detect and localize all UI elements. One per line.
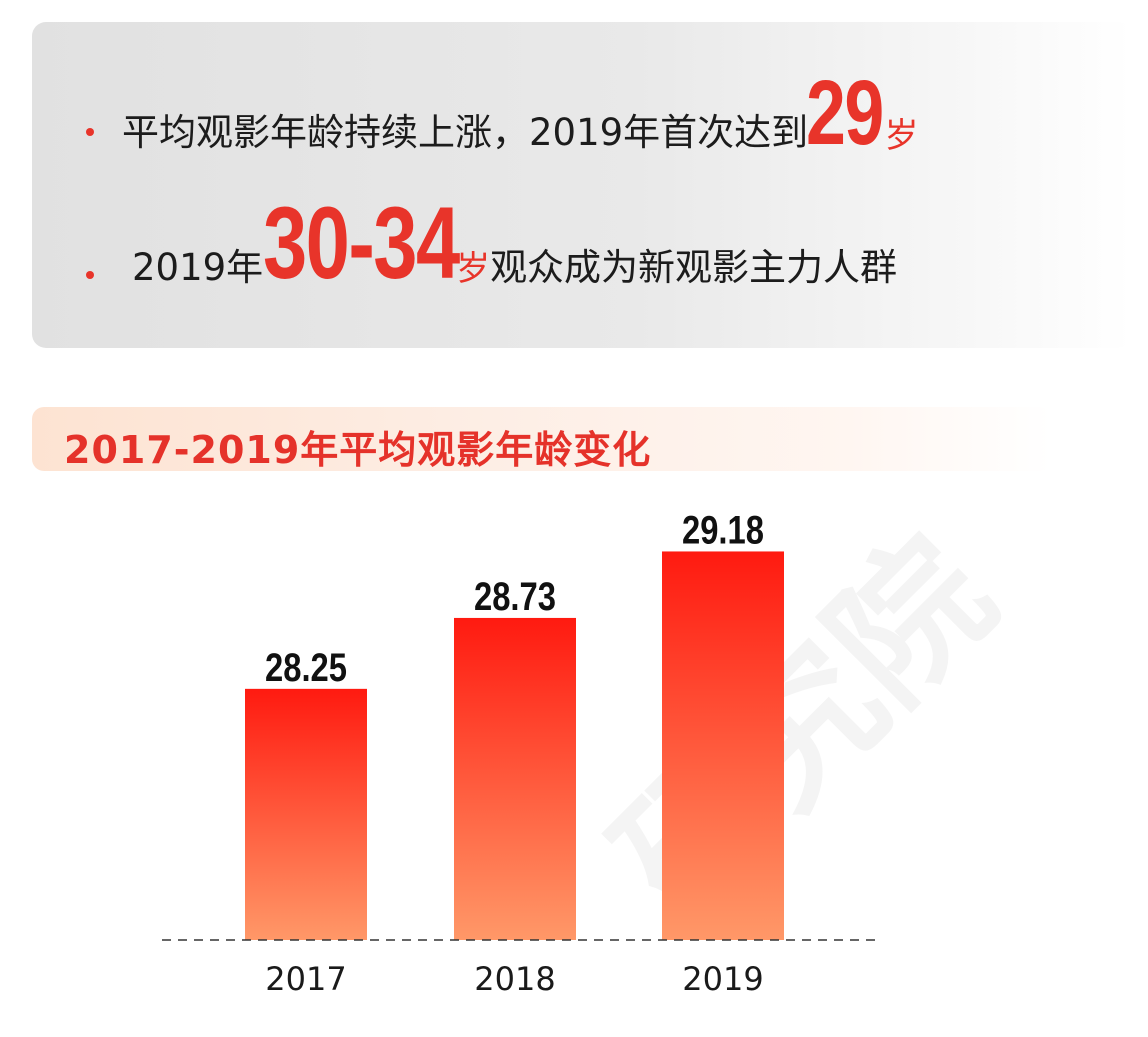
summary-line-1-text: 平均观影年龄持续上涨，2019年首次达到 xyxy=(122,111,809,155)
section-heading-bar: 2017-2019年平均观影年龄变化 xyxy=(32,407,1052,472)
summary-panel: 平均观影年龄持续上涨，2019年首次达到 29 岁 2019年 30-34 岁 … xyxy=(32,22,1132,348)
summary-line-2-prefix: 2019年 xyxy=(132,245,264,289)
x-tick-label-2019: 2019 xyxy=(682,960,763,998)
summary-line-1-unit: 岁 xyxy=(884,116,919,157)
summary-line-1: 平均观影年龄持续上涨，2019年首次达到 29 岁 xyxy=(122,62,1148,164)
summary-line-1-number: 29 xyxy=(806,62,884,164)
bar-2019 xyxy=(662,551,784,940)
summary-line-2-number: 30-34 xyxy=(263,186,460,300)
summary-line-2-suffix: 观众成为新观影主力人群 xyxy=(490,245,898,289)
summary-line-2: 2019年 30-34 岁 观众成为新观影主力人群 xyxy=(132,186,1148,300)
value-label-2017: 28.25 xyxy=(265,645,347,690)
bullet-dot-1 xyxy=(86,128,94,136)
value-label-2018: 28.73 xyxy=(474,574,556,619)
x-tick-label-2017: 2017 xyxy=(265,960,346,998)
section-heading: 2017-2019年平均观影年龄变化 xyxy=(64,428,652,472)
bar-2018 xyxy=(454,617,576,940)
bar-2017 xyxy=(245,688,367,940)
bullet-dot-2 xyxy=(86,271,94,279)
summary-line-2-unit: 岁 xyxy=(456,248,491,289)
x-tick-label-2018: 2018 xyxy=(474,960,555,998)
value-label-2019: 29.18 xyxy=(682,507,764,552)
